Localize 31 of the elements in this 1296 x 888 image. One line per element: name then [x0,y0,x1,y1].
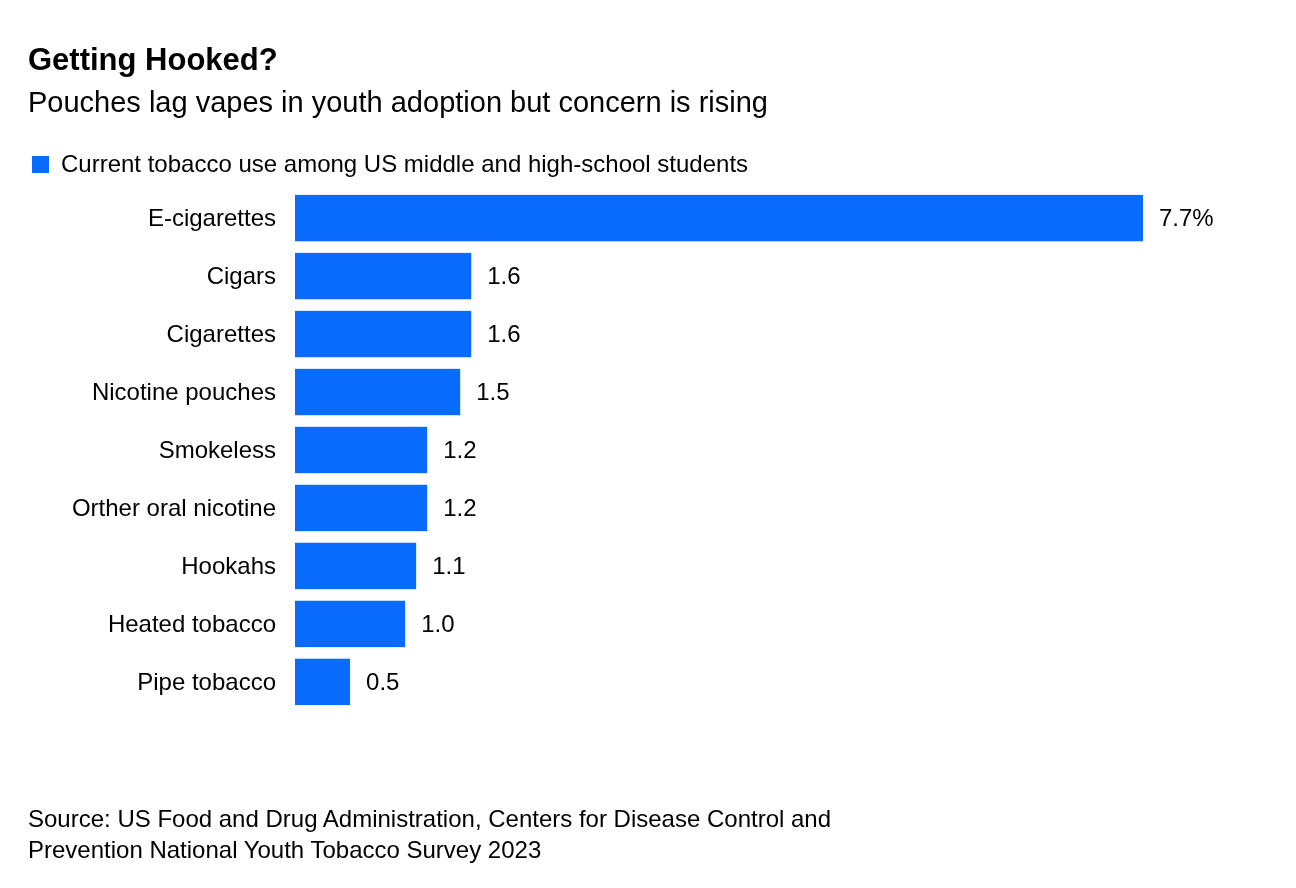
y-tick-label: Nicotine pouches [91,377,276,405]
y-tick-label: Pipe tobacco [137,667,276,695]
bar [295,310,472,358]
data-label: 0.5 [366,668,400,696]
source-note: Source: US Food and Drug Administration, Centers for Disease Control and Prevention National Youth Tobacco Survey 2023 [28,804,833,865]
y-tick-label: E-cigarettes [147,203,276,231]
data-label: 7.7% [1159,204,1214,232]
bar [295,368,461,416]
bar [295,484,428,532]
data-label: 1.0 [421,610,455,638]
data-label: 1.6 [487,262,521,290]
bar [295,600,406,648]
y-tick-label: Heated tobacco [107,609,276,637]
chart-title: Getting Hooked? [28,42,278,78]
data-label: 1.5 [476,378,510,406]
bar [295,252,472,300]
chart-subtitle: Pouches lag vapes in youth adoption but concern is rising [28,86,768,119]
data-label: 1.2 [443,436,477,464]
data-label: 1.6 [487,320,521,348]
bar [295,542,417,590]
y-tick-label: Cigarettes [166,319,276,347]
y-tick-label: Hookahs [181,551,276,579]
data-label: 1.1 [432,552,466,580]
y-tick-label: Smokeless [158,435,276,463]
bar [295,426,428,474]
y-tick-label: Cigars [206,261,276,289]
bar [295,658,351,706]
data-label: 1.2 [443,494,477,522]
bar [295,194,1143,242]
legend-label: Current tobacco use among US middle and high-school students [61,150,749,178]
y-tick-label: Orther oral nicotine [71,493,276,521]
